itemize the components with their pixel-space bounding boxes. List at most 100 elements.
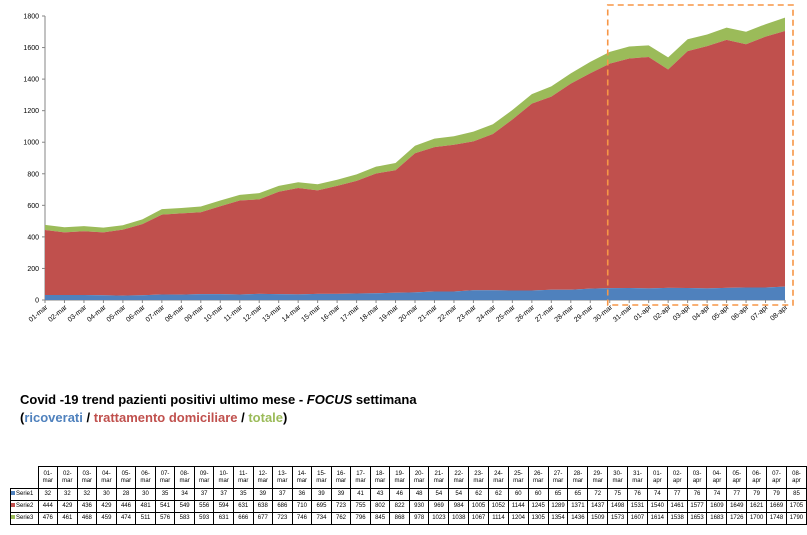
table-cell: 60 [527, 488, 549, 501]
table-cell: 1354 [547, 512, 569, 525]
table-cell: 60 [507, 488, 529, 501]
table-cell: 62 [488, 488, 509, 501]
table-cell: 734 [311, 512, 332, 525]
y-tick-label: 0 [35, 298, 39, 305]
x-tick-label: 07-mar [145, 304, 167, 324]
table-cell: 822 [389, 500, 410, 513]
table-cell: 1669 [766, 500, 787, 513]
table-cell: 541 [154, 500, 176, 513]
table-cell: 459 [96, 512, 117, 525]
table-cell: 1436 [567, 512, 589, 525]
table-cell: 710 [291, 500, 313, 513]
table-cell: 1437 [587, 500, 609, 513]
table-cell: 41 [350, 488, 371, 501]
caption-title: Covid -19 trend pazienti positivi ultimo… [20, 391, 417, 409]
table-cell: 1498 [607, 500, 629, 513]
table-cell: 686 [272, 500, 293, 513]
table-cell: 1577 [686, 500, 708, 513]
x-tick-label: 23-mar [456, 304, 478, 324]
series-area-serie1 [45, 286, 785, 300]
table-cell: 1023 [428, 512, 450, 525]
table-cell: 1621 [746, 500, 768, 513]
x-tick-label: 03-apr [672, 304, 693, 323]
table-header-cell: 30- mar [607, 466, 629, 489]
table-cell: 1371 [567, 500, 589, 513]
table-cell: 37 [272, 488, 293, 501]
table-header-cell: 12- mar [252, 466, 274, 489]
x-tick-label: 06-mar [125, 304, 147, 324]
table-header-cell: 04- apr [706, 466, 728, 489]
table-cell: 76 [627, 488, 648, 501]
table-corner [11, 467, 39, 489]
table-cell: 35 [232, 488, 254, 501]
table-cell: 46 [389, 488, 410, 501]
table-cell: 1683 [706, 512, 728, 525]
table-cell: 48 [408, 488, 430, 501]
table-header-cell: 10- mar [213, 466, 234, 489]
x-tick-label: 09-mar [184, 304, 206, 324]
table-cell: 30 [135, 488, 156, 501]
legend-swatch [11, 515, 15, 520]
table-cell: 1067 [468, 512, 490, 525]
table-cell: 1052 [488, 500, 509, 513]
table-header-cell: 21- mar [428, 466, 450, 489]
table-header-cell: 28- mar [567, 466, 589, 489]
table-cell: 1614 [646, 512, 668, 525]
table-cell: 556 [193, 500, 215, 513]
table-cell: 474 [115, 512, 137, 525]
table-cell: 1790 [785, 512, 807, 525]
table-cell: 43 [369, 488, 391, 501]
table-cell: 65 [547, 488, 569, 501]
x-tick-label: 22-mar [437, 304, 459, 324]
y-tick-label: 1400 [23, 77, 39, 84]
table-header-cell: 25- mar [507, 466, 529, 489]
table-cell: 65 [567, 488, 589, 501]
table-header-cell: 02- apr [666, 466, 688, 489]
focus-week-highlight [606, 4, 794, 306]
table-cell: 746 [291, 512, 313, 525]
table-cell: 695 [311, 500, 332, 513]
table-cell: 37 [193, 488, 215, 501]
x-tick-label: 17-mar [339, 304, 361, 324]
x-tick-label: 11-mar [223, 304, 245, 324]
table-cell: 549 [174, 500, 195, 513]
caption-title-suffix: settimana [352, 392, 417, 407]
x-tick-label: 28-mar [554, 304, 576, 324]
table-cell: 666 [232, 512, 254, 525]
caption-totale: totale [248, 410, 284, 425]
table-cell: 79 [766, 488, 787, 501]
table-cell: 54 [448, 488, 470, 501]
x-tick-label: 06-apr [730, 304, 751, 323]
table-header-cell: 01- apr [646, 466, 668, 489]
table-cell: 1748 [766, 512, 787, 525]
y-axis-ticks: 0 200 400 600 800 1000 1200 1400 1600 1800 [23, 14, 45, 305]
y-tick-label: 800 [27, 171, 39, 178]
table-row-label: Serie2 [10, 500, 39, 513]
table-cell: 429 [96, 500, 117, 513]
caption-ricoverati: ricoverati [24, 410, 83, 425]
table-header-cell: 02- mar [57, 466, 78, 489]
caption-sep-2: / [237, 410, 249, 425]
table-header-cell: 08- mar [174, 466, 195, 489]
chart-caption: Covid -19 trend pazienti positivi ultimo… [20, 391, 417, 427]
x-tick-label: 03-mar [67, 304, 89, 324]
table-header-cell: 26- mar [527, 466, 549, 489]
table-cell: 1114 [488, 512, 509, 525]
series-area-serie3 [45, 17, 785, 233]
table-row: Serie1 32 32 32 30 28 30 35 34 37 37 35 39 37 36 39 39 41… [10, 488, 807, 501]
table-cell: 594 [213, 500, 234, 513]
table-row-label: Serie3 [10, 512, 39, 525]
table-cell: 35 [154, 488, 176, 501]
x-tick-label: 10-mar [203, 304, 225, 324]
x-axis-ticks: 01-mar02-mar03-mar04-mar05-mar06-mar07-m… [28, 300, 790, 324]
table-header-cell: 31- mar [627, 466, 648, 489]
y-tick-label: 600 [27, 203, 39, 210]
table-cell: 631 [232, 500, 254, 513]
table-cell: 30 [96, 488, 117, 501]
x-tick-label: 02-mar [47, 304, 69, 324]
x-tick-label: 25-mar [495, 304, 517, 324]
table-cell: 77 [666, 488, 688, 501]
x-tick-label: 16-mar [320, 304, 342, 324]
x-tick-label: 13-mar [261, 304, 283, 324]
table-cell: 76 [686, 488, 708, 501]
